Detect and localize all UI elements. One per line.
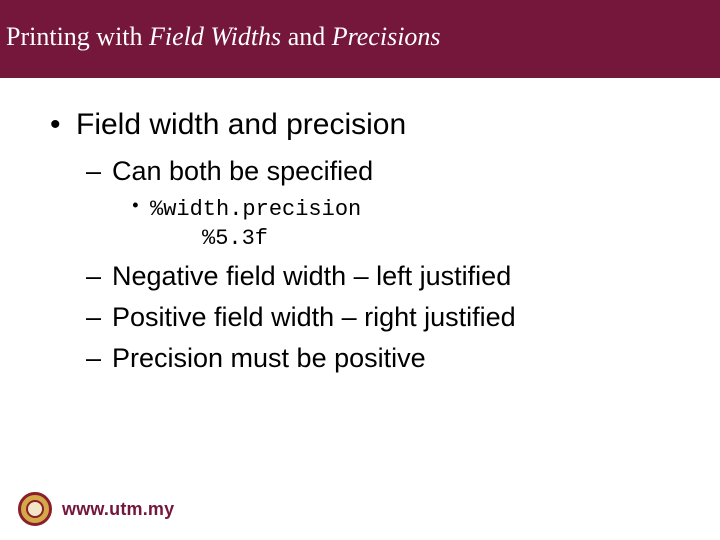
title-italic1: Field Widths	[149, 22, 281, 51]
code-example: %5.3f	[202, 226, 680, 251]
bullet-level2: Precision must be positive	[112, 341, 680, 376]
bullet-level3-code: %width.precision	[150, 195, 680, 225]
title-part2: and	[281, 22, 332, 51]
title-italic2: Precisions	[332, 22, 441, 51]
slide-content: Field width and precision Can both be sp…	[0, 78, 720, 377]
bullet-level1: Field width and precision	[76, 106, 680, 144]
footer: www.utm.my	[18, 492, 174, 526]
utm-logo-icon	[18, 492, 52, 526]
slide-title: Printing with Field Widths and Precision…	[6, 22, 441, 52]
title-part1: Printing with	[6, 22, 149, 51]
bullet-level2: Negative field width – left justified	[112, 259, 680, 294]
bullet-level2: Can both be specified	[112, 154, 680, 189]
bullet-level2: Positive field width – right justified	[112, 300, 680, 335]
footer-url: www.utm.my	[62, 499, 174, 520]
title-bar: Printing with Field Widths and Precision…	[0, 0, 720, 78]
